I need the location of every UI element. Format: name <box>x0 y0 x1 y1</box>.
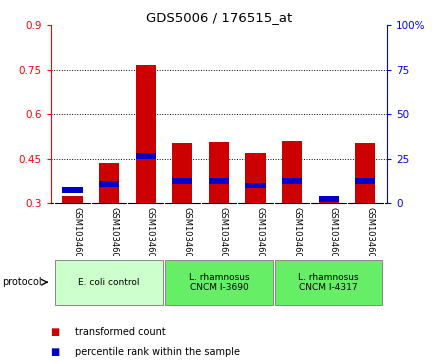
Text: GSM1034605: GSM1034605 <box>219 208 228 264</box>
Bar <box>319 196 339 201</box>
Bar <box>246 154 266 203</box>
Text: GSM1034602: GSM1034602 <box>109 208 118 264</box>
Text: GSM1034609: GSM1034609 <box>365 208 374 264</box>
Bar <box>172 143 192 203</box>
Text: GSM1034601: GSM1034601 <box>73 208 81 264</box>
Bar <box>355 143 375 203</box>
Bar <box>62 187 83 193</box>
Bar <box>136 153 156 159</box>
Text: GSM1034607: GSM1034607 <box>292 208 301 264</box>
Bar <box>172 178 192 184</box>
Text: protocol: protocol <box>2 277 42 287</box>
Bar <box>319 199 339 203</box>
Bar <box>282 178 302 184</box>
Bar <box>275 260 382 305</box>
Bar <box>209 178 229 184</box>
Bar <box>355 178 375 184</box>
Bar <box>209 142 229 203</box>
Text: ■: ■ <box>51 327 60 337</box>
Text: L. rhamnosus
CNCM I-4317: L. rhamnosus CNCM I-4317 <box>298 273 359 292</box>
Bar <box>99 182 119 187</box>
Text: GSM1034606: GSM1034606 <box>256 208 264 264</box>
Bar <box>99 163 119 203</box>
Text: GSM1034603: GSM1034603 <box>146 208 155 264</box>
Text: percentile rank within the sample: percentile rank within the sample <box>75 347 240 357</box>
Bar <box>55 260 163 305</box>
Bar <box>282 141 302 203</box>
Text: E. coli control: E. coli control <box>78 278 140 287</box>
Text: GSM1034608: GSM1034608 <box>329 208 337 264</box>
Text: transformed count: transformed count <box>75 327 165 337</box>
Bar <box>136 65 156 203</box>
Bar <box>165 260 273 305</box>
Text: GSM1034604: GSM1034604 <box>182 208 191 264</box>
Title: GDS5006 / 176515_at: GDS5006 / 176515_at <box>146 11 292 24</box>
Text: L. rhamnosus
CNCM I-3690: L. rhamnosus CNCM I-3690 <box>189 273 249 292</box>
Bar <box>62 196 83 203</box>
Bar <box>246 183 266 188</box>
Text: ■: ■ <box>51 347 60 357</box>
